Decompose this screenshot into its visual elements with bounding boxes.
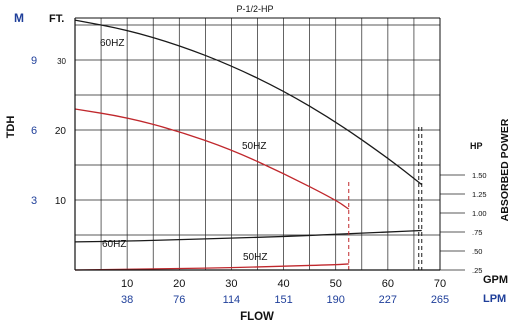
x-tick-lpm: 151 (274, 294, 292, 306)
plot-frame (74, 17, 441, 271)
series-label-50hz-power: 50HZ (243, 252, 267, 263)
y2-tick-hp: .75 (472, 228, 482, 237)
flow-axis-label: FLOW (240, 311, 274, 323)
y2-tick-hp: 1.00 (472, 209, 487, 218)
y2-tick-hp: .25 (472, 266, 482, 275)
x-tick-gpm: 10 (121, 278, 133, 290)
x-tick-lpm: 190 (327, 294, 345, 306)
x-tick-lpm: 38 (121, 294, 133, 306)
x-tick-gpm: 40 (277, 278, 289, 290)
grid (75, 18, 440, 270)
tick-labels: 10 20 30 40 50 60 70 38 76 114 151 190 227 265 30 20 10 9… (31, 55, 487, 306)
series-label-60hz-head: 60HZ (100, 38, 124, 49)
y-tick-m: 3 (31, 195, 37, 207)
y2-tick-hp: 1.50 (472, 171, 487, 180)
gpm-unit-label: GPM (483, 274, 508, 286)
y-tick-ft: 10 (55, 196, 67, 207)
y-tick-ft: 20 (55, 126, 67, 137)
x-tick-lpm: 227 (379, 294, 397, 306)
unit-m-label: M (14, 11, 24, 25)
y-tick-ft: 30 (57, 57, 66, 66)
series-label-60hz-power: 60HZ (102, 239, 126, 250)
x-tick-lpm: 265 (431, 294, 449, 306)
hp-unit-label: HP (470, 141, 483, 151)
x-tick-gpm: 50 (330, 278, 342, 290)
x-tick-gpm: 30 (225, 278, 237, 290)
x-tick-lpm: 114 (223, 294, 241, 306)
series-60hz-power-line (74, 229, 422, 243)
tdh-axis-label: TDH (5, 116, 17, 139)
y2-tick-hp: 1.25 (472, 190, 487, 199)
y-tick-m: 9 (31, 55, 37, 67)
x-tick-gpm: 20 (173, 278, 185, 290)
chart-title: P-1/2-HP (236, 4, 273, 14)
absorbed-power-axis-label: ABSORBED POWER (499, 118, 511, 221)
y-tick-m: 6 (31, 125, 37, 137)
x-tick-gpm: 60 (382, 278, 394, 290)
lpm-unit-label: LPM (483, 293, 506, 305)
series-label-50hz-head: 50HZ (242, 141, 266, 152)
unit-ft-label: FT. (49, 13, 64, 25)
x-tick-lpm: 76 (173, 294, 185, 306)
x-tick-gpm: 70 (434, 278, 446, 290)
series-60hz-head-line (74, 19, 423, 186)
y2-tick-hp: .50 (472, 247, 482, 256)
series-50hz-head-line (74, 108, 350, 210)
series-50hz-power-line (74, 263, 349, 271)
